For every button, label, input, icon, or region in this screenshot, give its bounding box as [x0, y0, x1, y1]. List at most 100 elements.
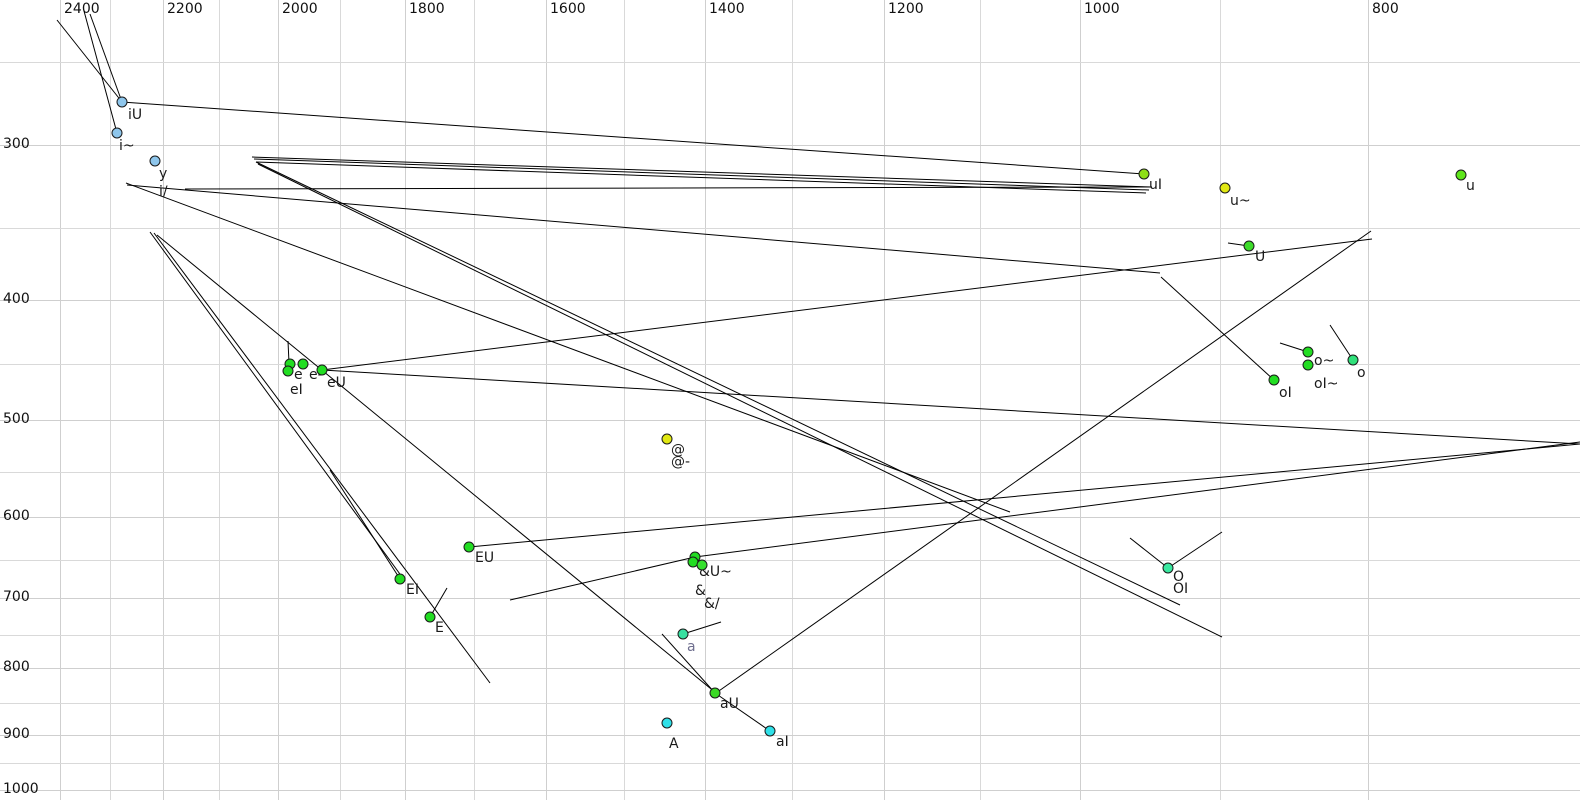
- vowel-point-A[interactable]: [661, 717, 673, 729]
- vowel-label-oI~: oI~: [1314, 376, 1339, 392]
- vowel-label-o~: o~: [1314, 353, 1335, 369]
- x-axis-tick-label: 2400: [64, 1, 100, 17]
- vowel-point-oI[interactable]: [1268, 374, 1280, 386]
- y-axis-tick-label: 300: [3, 136, 30, 152]
- vowel-point-O[interactable]: [1162, 562, 1174, 574]
- gridline-horizontal-minor: [0, 635, 1580, 636]
- formant-track-eU-out: [321, 369, 1580, 445]
- vowel-point-U[interactable]: [1243, 240, 1255, 252]
- vowel-point-u[interactable]: [1455, 169, 1467, 181]
- vowel-point-E[interactable]: [424, 611, 436, 623]
- formant-track-iU-track2: [89, 13, 123, 103]
- vowel-label-@-: @-: [671, 454, 691, 470]
- vowel-label-i/: i/: [159, 184, 168, 200]
- x-axis-tick-label: 1600: [550, 1, 586, 17]
- vowel-point-eI[interactable]: [282, 365, 294, 377]
- gridline-horizontal-minor: [0, 472, 1580, 473]
- vowel-point-y[interactable]: [149, 155, 161, 167]
- gridline-horizontal-minor: [0, 62, 1580, 63]
- gridline-vertical-major: [546, 0, 547, 800]
- vowel-label-OI: OI: [1173, 581, 1189, 597]
- gridline-vertical-major: [60, 0, 61, 800]
- vowel-point-oI~[interactable]: [1302, 359, 1314, 371]
- formant-track-e-fan-3: [255, 161, 1147, 194]
- vowel-point-eU[interactable]: [316, 364, 328, 376]
- vowel-label-i~: i~: [119, 138, 135, 154]
- gridline-horizontal-major: [0, 517, 1580, 518]
- y-axis-tick-label: 700: [3, 589, 30, 605]
- y-axis-tick-label: 900: [3, 726, 30, 742]
- formant-track-eU-arm: [321, 238, 1373, 371]
- x-axis-tick-label: 1000: [1084, 1, 1120, 17]
- gridline-vertical-major: [1080, 0, 1081, 800]
- formant-track-O-arm-l: [1129, 537, 1169, 569]
- formant-track-EU-arm: [468, 443, 1580, 548]
- gridline-horizontal-major: [0, 735, 1580, 736]
- vowel-label-A: A: [669, 736, 679, 752]
- gridline-horizontal-major: [0, 598, 1580, 599]
- gridline-horizontal-minor: [0, 560, 1580, 561]
- gridline-vertical-major: [1368, 0, 1369, 800]
- gridline-horizontal-minor: [0, 763, 1580, 764]
- formant-track-a-stem: [682, 621, 722, 635]
- gridline-horizontal-major: [0, 300, 1580, 301]
- vowel-point-aI[interactable]: [764, 725, 776, 737]
- gridline-horizontal-minor: [0, 364, 1580, 365]
- gridline-vertical-minor: [1220, 0, 1221, 800]
- gridline-vertical-minor: [110, 0, 111, 800]
- vowel-point-u~[interactable]: [1219, 182, 1231, 194]
- gridline-horizontal-major: [0, 145, 1580, 146]
- vowel-label-&U~: &U~: [699, 564, 732, 580]
- y-axis-tick-label: 400: [3, 291, 30, 307]
- y-axis-tick-label: 600: [3, 508, 30, 524]
- gridline-vertical-minor: [624, 0, 625, 800]
- vowel-point-iU[interactable]: [116, 96, 128, 108]
- vowel-point-o[interactable]: [1347, 354, 1359, 366]
- y-axis-tick-label: 500: [3, 411, 30, 427]
- gridline-horizontal-minor: [0, 228, 1580, 229]
- vowel-label-o: o: [1357, 365, 1366, 381]
- vowel-label-oI: oI: [1279, 385, 1292, 401]
- x-axis-tick-label: 2000: [282, 1, 318, 17]
- formant-track-big-x-2: [257, 163, 1223, 638]
- gridline-vertical-minor: [980, 0, 981, 800]
- vowel-point-@[interactable]: [661, 433, 673, 445]
- gridline-horizontal-major: [0, 790, 1580, 791]
- vowel-label-E: E: [435, 620, 444, 636]
- vowel-point-&/[interactable]: [696, 559, 708, 571]
- gridline-vertical-minor: [219, 0, 220, 800]
- vowel-label-u: u: [1466, 178, 1475, 194]
- gridline-vertical-major: [278, 0, 279, 800]
- vowel-label-eI: eI: [290, 382, 303, 398]
- x-axis-tick-label: 1800: [409, 1, 445, 17]
- vowel-point-a[interactable]: [677, 628, 689, 640]
- formant-track-y-track: [126, 184, 1161, 274]
- vowel-point-o~[interactable]: [1302, 346, 1314, 358]
- vowel-label-a: a: [687, 639, 696, 655]
- y-axis-tick-label: 1000: [3, 781, 39, 797]
- vowel-label-&/: &/: [704, 596, 720, 612]
- gridline-vertical-minor: [340, 0, 341, 800]
- vowel-label-y: y: [159, 166, 168, 182]
- gridline-vertical-minor: [474, 0, 475, 800]
- gridline-vertical-major: [405, 0, 406, 800]
- vowel-label-EI: EI: [406, 582, 419, 598]
- vowel-point-i~[interactable]: [111, 127, 123, 139]
- gridline-vertical-minor: [792, 0, 793, 800]
- formant-track-left-diag: [125, 182, 1011, 513]
- x-axis-tick-label: 1200: [888, 1, 924, 17]
- formant-track-i~-track: [83, 10, 118, 134]
- x-axis-tick-label: 1400: [709, 1, 745, 17]
- vowel-label-u~: u~: [1230, 193, 1251, 209]
- vowel-point-EI[interactable]: [394, 573, 406, 585]
- y-axis-tick-label: 800: [3, 659, 30, 675]
- vowel-label-EU: EU: [475, 550, 495, 566]
- formant-track-e-fan-2: [253, 158, 1150, 191]
- vowel-point-e-[interactable]: [297, 358, 309, 370]
- formant-track-amp-arm: [509, 556, 696, 601]
- vowel-point-EU[interactable]: [463, 541, 475, 553]
- vowel-point-uI[interactable]: [1138, 168, 1150, 180]
- vowel-point-aU[interactable]: [709, 687, 721, 699]
- x-axis-tick-label: 800: [1372, 1, 1399, 17]
- gridline-vertical-major: [163, 0, 164, 800]
